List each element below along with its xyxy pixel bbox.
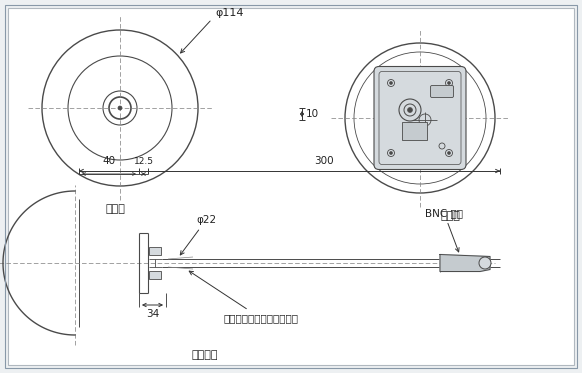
- Circle shape: [479, 257, 491, 269]
- Text: φ114: φ114: [215, 8, 243, 18]
- Text: 40: 40: [102, 156, 116, 166]
- Text: BNC 端子: BNC 端子: [425, 208, 463, 252]
- Bar: [149, 247, 161, 255]
- Circle shape: [118, 106, 122, 110]
- Text: 300: 300: [314, 156, 334, 166]
- Text: 34: 34: [146, 309, 159, 319]
- Text: 右側面図: 右側面図: [191, 350, 218, 360]
- FancyBboxPatch shape: [374, 66, 466, 169]
- Bar: [402, 122, 427, 140]
- Circle shape: [389, 81, 392, 85]
- Text: 背面図: 背面図: [440, 211, 460, 221]
- Circle shape: [407, 107, 413, 113]
- Text: フェライトコア（付属品）: フェライトコア（付属品）: [189, 271, 298, 323]
- Polygon shape: [440, 254, 490, 272]
- Circle shape: [448, 151, 450, 154]
- Bar: [149, 271, 161, 279]
- Circle shape: [389, 151, 392, 154]
- Text: φ22: φ22: [180, 215, 216, 255]
- FancyBboxPatch shape: [431, 85, 453, 97]
- Text: 正面図: 正面図: [105, 204, 125, 214]
- Text: 12.5: 12.5: [133, 157, 154, 166]
- Circle shape: [448, 81, 450, 85]
- Text: 10: 10: [306, 109, 319, 119]
